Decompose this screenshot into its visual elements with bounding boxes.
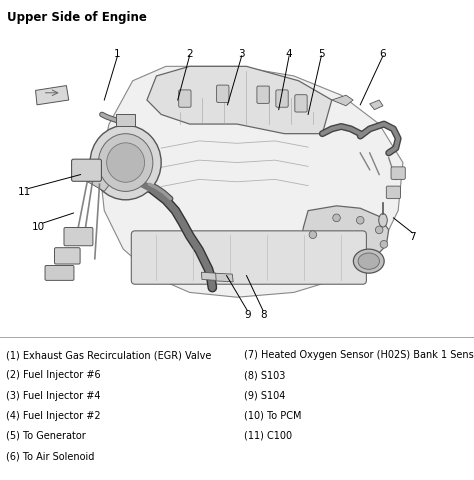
Text: 7: 7: [409, 231, 416, 241]
Text: 9: 9: [244, 310, 251, 319]
FancyBboxPatch shape: [64, 228, 93, 246]
FancyBboxPatch shape: [391, 168, 405, 180]
Text: Upper Side of Engine: Upper Side of Engine: [7, 11, 147, 24]
FancyBboxPatch shape: [257, 87, 269, 104]
Polygon shape: [214, 274, 233, 282]
Text: 2: 2: [186, 49, 193, 59]
Text: (9) S104: (9) S104: [244, 390, 285, 400]
FancyBboxPatch shape: [276, 91, 288, 108]
Text: 6: 6: [380, 49, 386, 59]
Ellipse shape: [90, 126, 161, 201]
FancyBboxPatch shape: [179, 91, 191, 108]
Text: 4: 4: [286, 49, 292, 59]
Polygon shape: [36, 86, 69, 106]
FancyBboxPatch shape: [72, 160, 101, 182]
FancyBboxPatch shape: [131, 231, 366, 285]
Polygon shape: [100, 67, 403, 298]
Circle shape: [333, 215, 340, 222]
Text: 8: 8: [260, 310, 266, 319]
Text: 5: 5: [318, 49, 325, 59]
Polygon shape: [370, 101, 383, 110]
Text: (11) C100: (11) C100: [244, 430, 292, 440]
FancyBboxPatch shape: [386, 187, 401, 199]
Ellipse shape: [98, 134, 153, 192]
Polygon shape: [88, 173, 111, 192]
Ellipse shape: [379, 214, 387, 228]
Ellipse shape: [107, 144, 145, 183]
Text: (3) Fuel Injector #4: (3) Fuel Injector #4: [6, 390, 100, 400]
Text: (1) Exhaust Gas Recirculation (EGR) Valve: (1) Exhaust Gas Recirculation (EGR) Valv…: [6, 349, 211, 360]
Ellipse shape: [353, 250, 384, 274]
Text: (10) To PCM: (10) To PCM: [244, 410, 301, 420]
FancyBboxPatch shape: [116, 115, 135, 127]
Polygon shape: [301, 206, 389, 269]
FancyBboxPatch shape: [295, 96, 307, 113]
Text: (5) To Generator: (5) To Generator: [6, 430, 85, 440]
Text: 3: 3: [238, 49, 245, 59]
FancyBboxPatch shape: [45, 266, 74, 281]
Circle shape: [380, 241, 388, 249]
Polygon shape: [201, 273, 216, 281]
Text: 10: 10: [32, 222, 46, 231]
FancyBboxPatch shape: [217, 86, 229, 103]
Text: (2) Fuel Injector #6: (2) Fuel Injector #6: [6, 370, 100, 380]
Polygon shape: [332, 96, 353, 107]
Text: 1: 1: [114, 49, 121, 59]
Circle shape: [356, 217, 364, 225]
Text: 11: 11: [18, 187, 31, 197]
Circle shape: [309, 231, 317, 239]
Ellipse shape: [358, 253, 379, 270]
Polygon shape: [147, 67, 332, 134]
FancyBboxPatch shape: [55, 248, 80, 264]
Circle shape: [375, 227, 383, 234]
Text: (7) Heated Oxygen Sensor (H02S) Bank 1 Sensor 1: (7) Heated Oxygen Sensor (H02S) Bank 1 S…: [244, 349, 474, 360]
Text: (6) To Air Solenoid: (6) To Air Solenoid: [6, 450, 94, 460]
Text: (8) S103: (8) S103: [244, 370, 285, 380]
Text: (4) Fuel Injector #2: (4) Fuel Injector #2: [6, 410, 100, 420]
